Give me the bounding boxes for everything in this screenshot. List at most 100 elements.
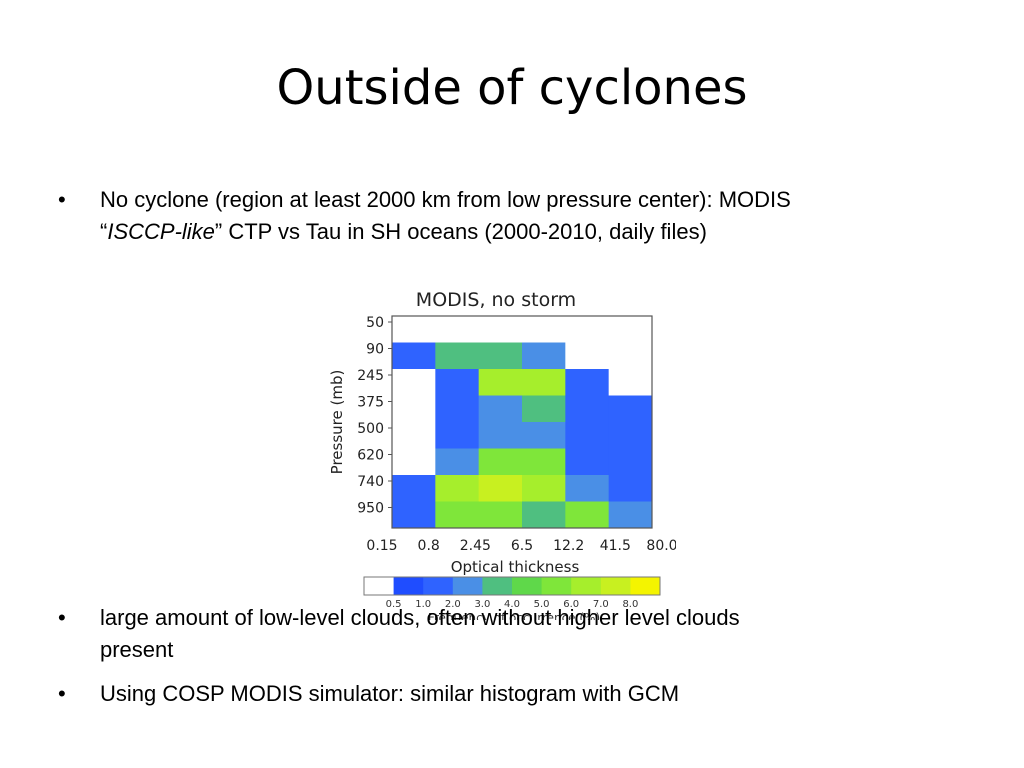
heatmap-cell: [435, 342, 480, 370]
bullet-low-level-clouds: • large amount of low-level clouds, ofte…: [58, 602, 918, 666]
heatmap-cell: [435, 422, 480, 449]
colorbar: 0.5 1.0 2.0 3.0 4.0 5.0 6.0 7.0 8.0: [363, 576, 661, 610]
heatmap-cell: [435, 369, 480, 396]
colorbar-tick-label: 3.0: [474, 599, 490, 610]
colorbar-swatch: [393, 577, 424, 595]
x-tick-label: 12.2: [553, 538, 584, 554]
x-tick-label: 0.8: [418, 538, 440, 554]
open-quote: “: [100, 219, 108, 244]
y-tick-label: 375: [357, 395, 384, 411]
heatmap-cell: [522, 501, 566, 529]
heatmap-cell: [565, 422, 610, 449]
colorbar-swatch: [512, 577, 543, 595]
colorbar-swatch: [571, 577, 602, 595]
colorbar-tick-label: 2.0: [445, 599, 461, 610]
heatmap-cell: [522, 316, 566, 343]
x-tick-label: 0.15: [366, 538, 397, 554]
colorbar-swatch: [482, 577, 513, 595]
heatmap-cell: [478, 475, 523, 502]
bullet-line2: CTP vs Tau in SH oceans (2000-2010, dail…: [222, 219, 707, 244]
y-tick-label: 90: [366, 342, 384, 358]
bullet-marker: •: [58, 605, 66, 630]
heatmap-cell: [435, 316, 480, 343]
x-axis-label: Optical thickness: [451, 558, 580, 576]
bullet-marker: •: [58, 681, 66, 706]
x-tick-label: 6.5: [511, 538, 533, 554]
heatmap-cell: [608, 342, 653, 370]
y-tick-label: 950: [357, 501, 384, 517]
heatmap-cell: [435, 475, 480, 502]
bullet-line1: large amount of low-level clouds, often …: [100, 605, 740, 630]
bullet-cosp-simulator: • Using COSP MODIS simulator: similar hi…: [58, 678, 918, 710]
heatmap-cell: [522, 369, 566, 396]
heatmap-cell: [478, 316, 523, 343]
y-tick-label: 245: [357, 368, 384, 384]
y-tick-labels: 50 90 245 375 500 620 740 950: [357, 315, 392, 517]
heatmap-cell: [522, 475, 566, 502]
x-tick-label: 41.5: [600, 538, 631, 554]
colorbar-swatch: [541, 577, 572, 595]
colorbar-tick-label: 1.0: [415, 599, 431, 610]
colorbar-tick-label: 8.0: [622, 599, 638, 610]
colorbar-tick-label: 4.0: [504, 599, 520, 610]
y-axis-label: Pressure (mb): [328, 370, 346, 475]
colorbar-swatch: [423, 577, 454, 595]
y-tick-label: 500: [357, 421, 384, 437]
y-tick-label: 50: [366, 315, 384, 331]
heatmap-cell: [392, 395, 436, 423]
heatmap-cells: [392, 316, 653, 529]
x-tick-label: 80.0: [646, 538, 676, 554]
heatmap-cell: [478, 448, 523, 476]
heatmap-cell: [565, 369, 610, 396]
bullet-text: Using COSP MODIS simulator: similar hist…: [100, 681, 680, 706]
y-tick-label: 740: [357, 474, 384, 490]
heatmap-cell: [608, 316, 653, 343]
heatmap-cell: [392, 342, 436, 370]
heatmap-cell: [478, 422, 523, 449]
heatmap-cell: [392, 501, 436, 529]
heatmap-cell: [392, 369, 436, 396]
heatmap-cell: [435, 395, 480, 423]
heatmap-cell: [522, 395, 566, 423]
heatmap-cell: [565, 448, 610, 476]
y-tick-label: 620: [357, 448, 384, 464]
colorbar-label: Frequency of occurrence (%): [428, 611, 600, 620]
heatmap-cell: [522, 448, 566, 476]
heatmap-cell: [608, 501, 653, 529]
heatmap-cell: [522, 342, 566, 370]
heatmap-cell: [565, 475, 610, 502]
heatmap-cell: [435, 448, 480, 476]
x-tick-label: 2.45: [460, 538, 491, 554]
heatmap-cell: [435, 501, 480, 529]
colorbar-frame: [363, 576, 661, 596]
heatmap-cell: [565, 395, 610, 423]
colorbar-swatch: [630, 577, 661, 595]
colorbar-tick-label: 0.5: [386, 599, 402, 610]
bullet-line1: No cyclone (region at least 2000 km from…: [100, 187, 791, 212]
heatmap-cell: [478, 395, 523, 423]
colorbar-tick-label: 7.0: [593, 599, 609, 610]
bullet-text: No cyclone (region at least 2000 km from…: [100, 184, 918, 248]
heatmap-cell: [608, 448, 653, 476]
heatmap-cell: [565, 316, 610, 343]
bullet-marker: •: [58, 187, 66, 212]
bullet-no-cyclone: • No cyclone (region at least 2000 km fr…: [58, 184, 918, 248]
heatmap-cell: [478, 342, 523, 370]
heatmap-cell: [608, 369, 653, 396]
heatmap-cell: [608, 395, 653, 423]
heatmap-cell: [522, 422, 566, 449]
heatmap-cell: [392, 422, 436, 449]
heatmap-cell: [565, 501, 610, 529]
plot-frame: [391, 315, 653, 529]
heatmap-cell: [392, 316, 436, 343]
colorbar-swatch: [364, 577, 395, 595]
bullet-text: large amount of low-level clouds, often …: [100, 602, 918, 666]
heatmap-cell: [565, 342, 610, 370]
colorbar-swatch: [452, 577, 483, 595]
modis-heatmap-chart: MODIS, no storm 50 90 245 375 500 620 740 950 0…: [328, 289, 676, 620]
heatmap-cell: [608, 475, 653, 502]
heatmap-cell: [392, 448, 436, 476]
heatmap-cell: [392, 475, 436, 502]
heatmap-cell: [478, 501, 523, 529]
chart-title: MODIS, no storm: [416, 289, 576, 311]
